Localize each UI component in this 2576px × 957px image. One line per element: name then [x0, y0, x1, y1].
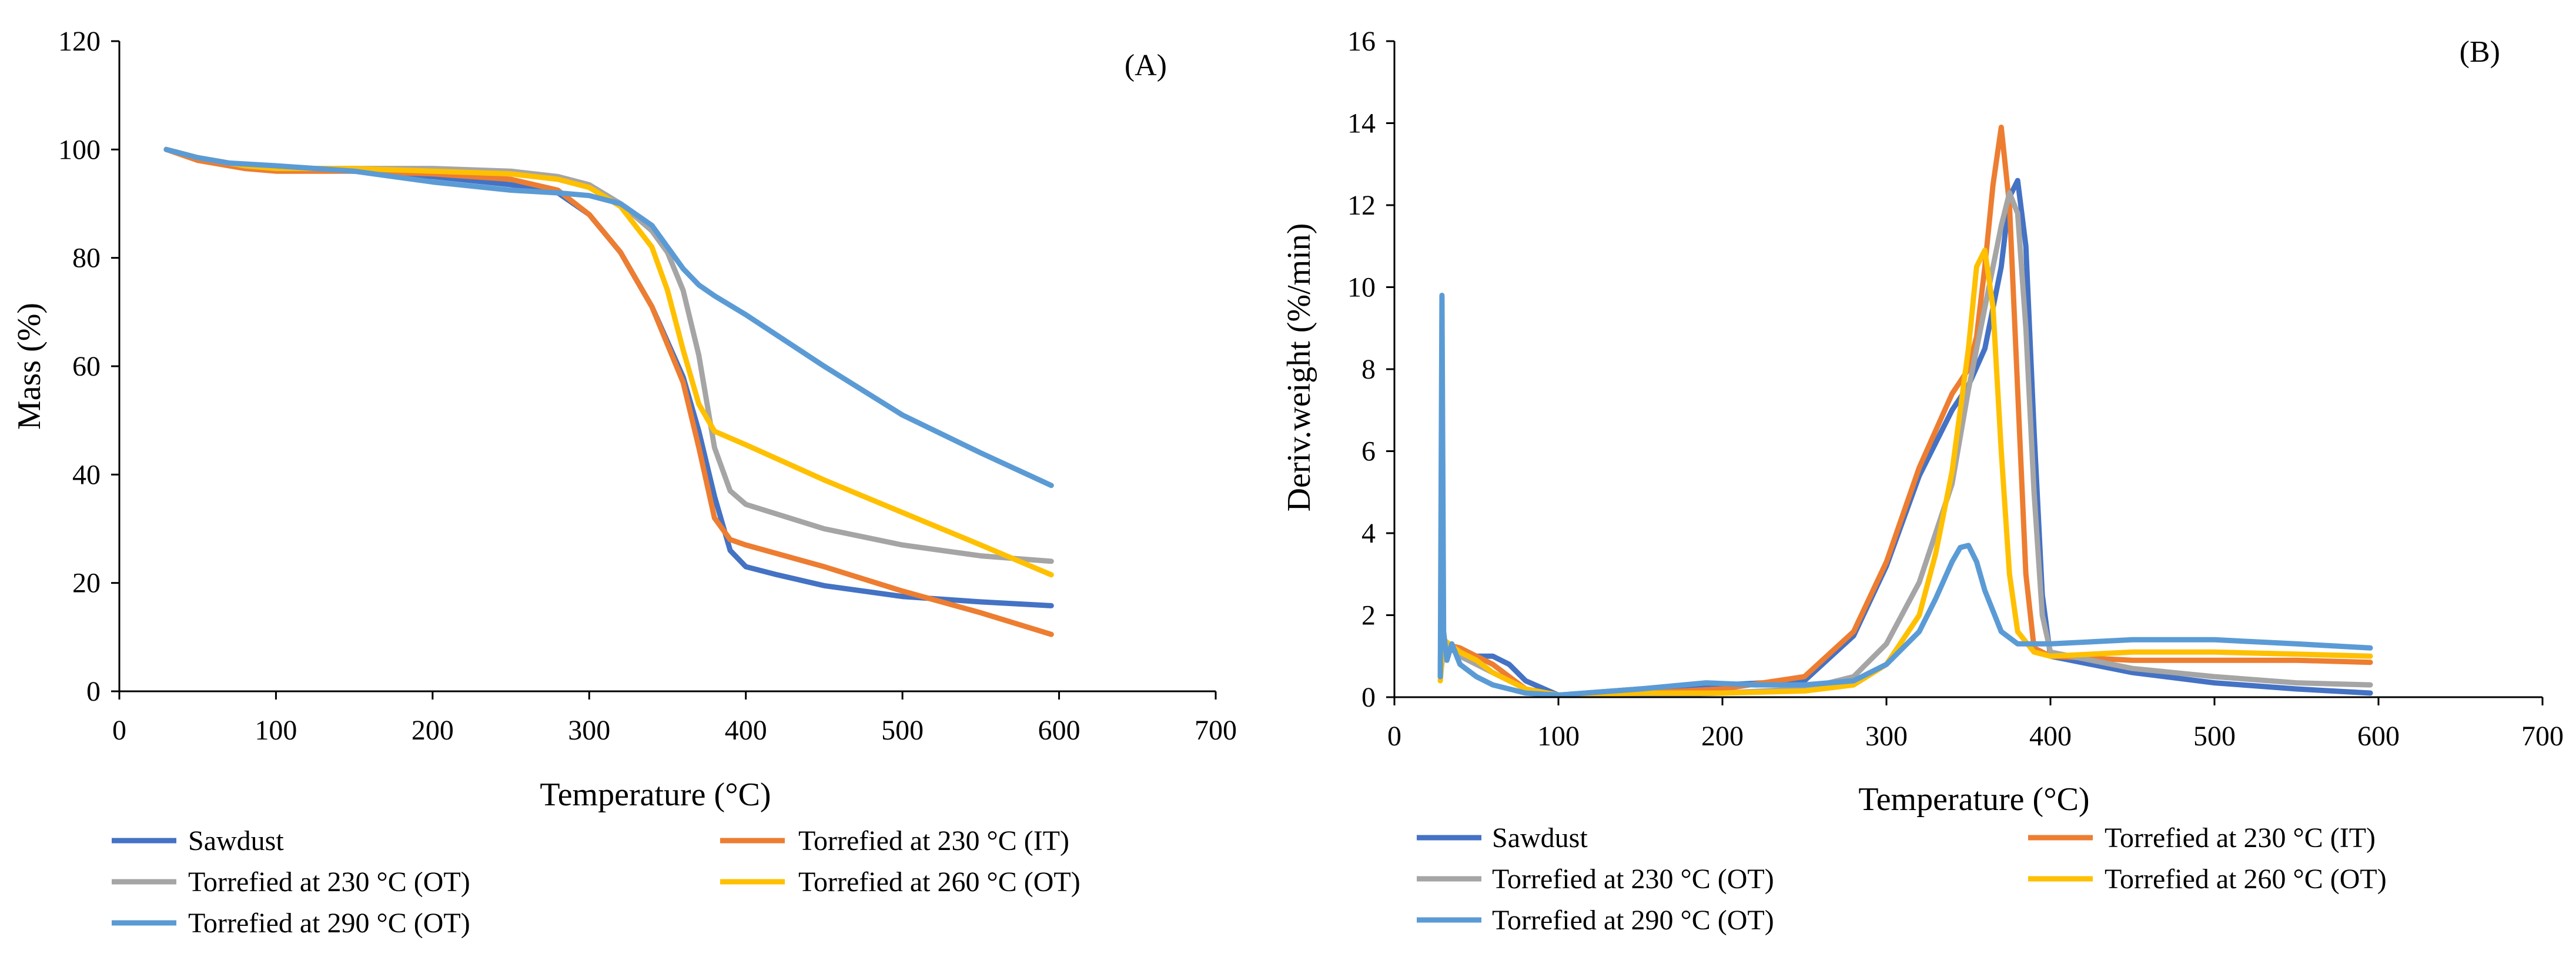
panel-b-x-ticks: 0 100 200 300 400 500 600 700 — [1387, 697, 2564, 752]
series-line-torrefied-at-290-c-ot — [163, 146, 1054, 488]
x-tick-label: 600 — [1038, 715, 1080, 746]
panel-a-legend: Sawdust Torrefied at 230 °C (IT) Torrefied… — [112, 825, 1080, 939]
y-tick-label: 60 — [72, 351, 101, 382]
legend-label: Torrefied at 230 °C (IT) — [798, 825, 1069, 856]
panel-a-label: (A) — [1125, 49, 1167, 82]
x-tick-label: 300 — [1865, 721, 1908, 752]
panel-a-y-ticks: 0 20 40 60 80 100 120 — [58, 26, 119, 707]
x-tick-label: 0 — [1387, 721, 1401, 752]
x-tick-label: 700 — [2521, 721, 2564, 752]
y-tick-label: 2 — [1361, 600, 1376, 631]
y-tick-label: 16 — [1347, 26, 1376, 57]
legend-label: Torrefied at 290 °C (OT) — [188, 908, 470, 939]
panel-b-label: (B) — [2460, 35, 2500, 69]
x-tick-label: 500 — [881, 715, 924, 746]
x-tick-label: 400 — [2029, 721, 2072, 752]
x-tick-label: 500 — [2193, 721, 2236, 752]
y-tick-label: 14 — [1347, 108, 1376, 139]
panel-a-series — [163, 146, 1054, 637]
y-tick-label: 4 — [1361, 518, 1376, 549]
y-tick-label: 40 — [72, 459, 101, 490]
panel-b-y-ticks: 0 2 4 6 8 10 12 14 16 — [1347, 26, 1394, 713]
panel-a-x-axis-title: Temperature (°C) — [540, 777, 771, 813]
x-tick-label: 200 — [412, 715, 454, 746]
y-tick-label: 0 — [1361, 682, 1376, 713]
x-tick-label: 200 — [1701, 721, 1744, 752]
legend-label: Torrefied at 230 °C (IT) — [2105, 822, 2376, 854]
y-tick-label: 8 — [1361, 354, 1376, 385]
series-line-torrefied-at-290-c-ot — [1437, 292, 2373, 698]
y-tick-label: 100 — [58, 134, 101, 165]
y-tick-label: 12 — [1347, 190, 1376, 221]
panel-b-legend: Sawdust Torrefied at 230 °C (IT) Torrefied… — [1417, 822, 2387, 936]
legend-label: Sawdust — [188, 825, 284, 856]
x-tick-label: 700 — [1195, 715, 1237, 746]
series-line-torrefied-at-230-c-it — [1437, 125, 2373, 698]
y-tick-label: 0 — [86, 676, 101, 707]
x-tick-label: 600 — [2357, 721, 2400, 752]
y-tick-label: 120 — [58, 26, 101, 57]
legend-label: Torrefied at 290 °C (OT) — [1492, 905, 1774, 936]
x-tick-label: 100 — [1537, 721, 1580, 752]
legend-label: Sawdust — [1492, 822, 1588, 854]
series-line-torrefied-at-260-c-ot — [1437, 247, 2373, 698]
x-tick-label: 400 — [725, 715, 767, 746]
panel-b-x-axis-title: Temperature (°C) — [1858, 781, 2089, 818]
panel-b-y-axis-title: Deriv.weight (%/min) — [1281, 223, 1317, 512]
panel-a-y-axis-title: Mass (%) — [11, 303, 48, 430]
y-tick-label: 80 — [72, 243, 101, 274]
panel-a: (A) 0 20 40 60 80 100 120 0 100 200 300 400 500 600 7… — [11, 26, 1237, 939]
series-line-torrefied-at-230-c-it — [163, 146, 1054, 637]
y-tick-label: 20 — [72, 568, 101, 599]
legend-label: Torrefied at 230 °C (OT) — [188, 866, 470, 898]
x-tick-label: 300 — [568, 715, 610, 746]
y-tick-label: 10 — [1347, 272, 1376, 303]
panel-a-x-ticks: 0 100 200 300 400 500 600 700 — [112, 691, 1237, 746]
x-tick-label: 100 — [255, 715, 297, 746]
panel-b: (B) 0 2 4 6 8 10 12 14 16 0 100 200 300 400 500 600 700… — [1281, 26, 2564, 936]
y-tick-label: 6 — [1361, 436, 1376, 467]
legend-label: Torrefied at 260 °C (OT) — [798, 866, 1080, 898]
panel-b-series — [1437, 125, 2373, 698]
x-tick-label: 0 — [112, 715, 126, 746]
legend-label: Torrefied at 260 °C (OT) — [2105, 864, 2387, 895]
legend-label: Torrefied at 230 °C (OT) — [1492, 864, 1774, 895]
